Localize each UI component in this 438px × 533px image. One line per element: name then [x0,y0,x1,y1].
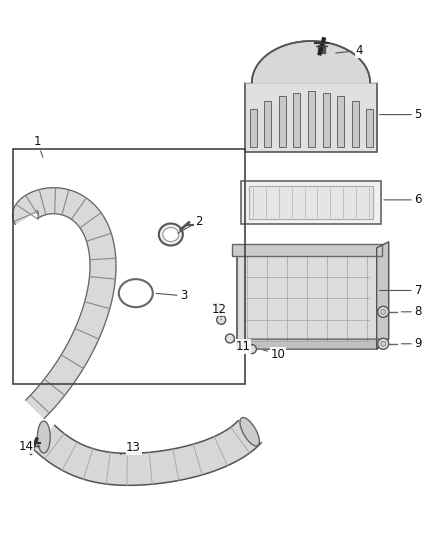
Text: 3: 3 [156,289,187,302]
Bar [245,83,377,152]
Text: 7: 7 [379,284,422,297]
Bar [249,186,373,219]
Text: 11: 11 [234,340,251,353]
Circle shape [378,306,389,317]
Text: 12: 12 [212,303,226,320]
Polygon shape [245,41,377,83]
Bar [232,244,381,256]
Bar [264,101,271,147]
Circle shape [217,316,226,324]
Text: 8: 8 [401,305,422,318]
Text: 14: 14 [19,440,34,454]
Polygon shape [13,188,116,418]
Polygon shape [33,421,261,486]
Polygon shape [318,45,325,53]
Ellipse shape [37,421,50,453]
Polygon shape [377,242,389,349]
Text: 13: 13 [121,441,141,455]
Ellipse shape [159,223,183,246]
Text: 1: 1 [33,135,43,157]
Bar [366,109,373,147]
Circle shape [381,309,386,314]
Bar [308,92,315,147]
Text: 4: 4 [336,44,363,57]
Bar [237,248,377,349]
Bar [352,101,359,147]
Ellipse shape [240,417,259,446]
Circle shape [247,345,256,353]
Ellipse shape [163,228,179,241]
Text: 2: 2 [178,215,203,233]
Bar [293,93,300,147]
Circle shape [381,341,386,346]
Bar [241,181,381,224]
Text: 6: 6 [384,193,422,206]
Bar [13,149,245,384]
Circle shape [226,334,234,343]
Bar [322,93,329,147]
Bar [279,96,286,147]
Circle shape [378,338,389,349]
Bar [337,96,344,147]
Text: 10: 10 [263,348,286,361]
Text: 9: 9 [401,337,422,350]
Polygon shape [237,339,389,349]
Bar [250,109,257,147]
Text: 5: 5 [379,108,422,121]
